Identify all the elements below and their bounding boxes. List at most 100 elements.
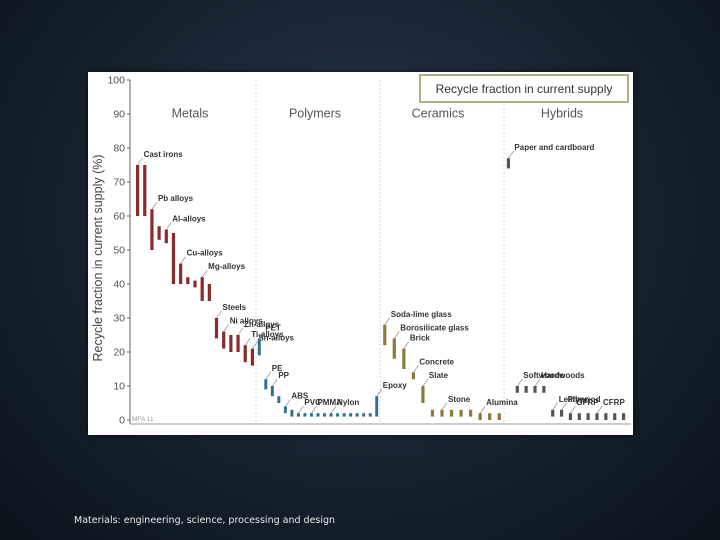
range-bar	[488, 413, 492, 420]
bar-label: Hardwoods	[541, 371, 585, 380]
range-bar	[316, 413, 320, 417]
range-bar	[586, 413, 590, 420]
leader-line	[223, 324, 229, 332]
leader-line	[265, 372, 272, 380]
range-bar	[179, 263, 183, 284]
range-bar	[542, 386, 546, 393]
leader-line	[517, 378, 523, 387]
bar-label: PVC	[304, 398, 321, 407]
bar-label: Steels	[223, 303, 247, 312]
range-bar	[207, 284, 211, 301]
range-bar	[604, 413, 608, 420]
leader-line	[201, 270, 208, 278]
leader-line	[534, 378, 541, 387]
bar-label: Borosilicate glass	[400, 323, 469, 332]
range-bar	[595, 413, 599, 420]
bar-label: Slate	[429, 371, 449, 380]
range-bar	[270, 386, 274, 397]
range-bar	[222, 331, 226, 349]
y-tick-label: 50	[113, 245, 125, 257]
bar-label: Alumina	[486, 398, 518, 407]
leader-line	[570, 406, 576, 414]
range-bar	[568, 413, 573, 420]
leader-line	[376, 389, 382, 397]
range-bar	[449, 409, 454, 417]
bar-label: Paper and cardboard	[514, 143, 594, 152]
range-bar	[342, 413, 346, 417]
bar-label: PMMA	[317, 398, 342, 407]
leader-line	[237, 327, 244, 336]
leader-line	[394, 331, 400, 339]
range-bar	[236, 335, 240, 352]
bar-label: PP	[278, 371, 289, 380]
range-bar	[150, 209, 154, 250]
bar-label: ABS	[291, 391, 309, 400]
y-tick-label: 0	[119, 415, 125, 427]
slide-footer: Materials: engineering, science, process…	[74, 515, 336, 526]
range-bar	[524, 386, 528, 393]
bar-label: Cast irons	[144, 150, 184, 159]
leader-line	[151, 202, 158, 210]
range-bar	[621, 413, 626, 420]
range-bar	[257, 338, 261, 356]
leader-line	[216, 310, 222, 319]
leader-line	[552, 402, 558, 410]
range-bar	[515, 386, 519, 393]
bar-label: Sn-alloys	[258, 334, 294, 343]
range-bar	[392, 338, 396, 359]
range-bar	[186, 277, 190, 284]
bar-label: Mg-alloys	[208, 262, 245, 271]
range-bar	[171, 233, 176, 284]
range-bar	[229, 335, 233, 352]
range-bar	[421, 386, 425, 403]
range-bar	[402, 348, 406, 369]
bar-label: Nylon	[337, 398, 359, 407]
range-bar	[200, 277, 204, 301]
range-bar	[277, 396, 281, 403]
group-label: Polymers	[289, 106, 341, 120]
y-tick-label: 80	[113, 143, 125, 155]
range-bar	[264, 379, 268, 390]
leader-line	[285, 399, 291, 407]
range-bar	[478, 413, 482, 420]
range-bar	[349, 413, 353, 417]
range-bar	[362, 413, 366, 417]
range-bar	[214, 318, 219, 339]
range-bar	[411, 372, 415, 380]
range-bar	[613, 413, 617, 420]
leader-line	[330, 406, 337, 414]
y-tick-label: 60	[113, 211, 125, 223]
range-bar	[303, 413, 307, 417]
range-bar	[551, 409, 555, 417]
range-bar	[355, 413, 359, 417]
bar-label: Pb alloys	[158, 194, 194, 203]
range-bar	[559, 409, 564, 417]
bar-label: GFRP	[576, 398, 599, 407]
range-bar	[383, 324, 387, 346]
leader-line	[259, 331, 265, 339]
range-bar	[375, 396, 379, 417]
bar-label: Plywood	[568, 395, 601, 404]
bar-label: Cu-alloys	[187, 249, 224, 258]
bar-label: Epoxy	[383, 381, 408, 390]
leader-line	[561, 402, 567, 410]
range-bar	[329, 413, 333, 417]
range-bar	[164, 229, 168, 244]
bar-label: PE	[272, 364, 283, 373]
y-tick-label: 90	[113, 109, 125, 121]
range-bar	[296, 413, 300, 417]
group-label: Ceramics	[412, 106, 465, 120]
leader-line	[413, 365, 419, 373]
chart-frame: 0 10 20 30 40 50 60 70 80 90 100 Recycle fraction i…	[88, 72, 633, 435]
range-bar	[193, 280, 197, 288]
group-label: Hybrids	[541, 106, 583, 120]
bar-label: CFRP	[603, 398, 625, 407]
bar-label: Stone	[448, 395, 471, 404]
leader-line	[311, 406, 317, 414]
bar-label: Brick	[410, 334, 431, 343]
leader-line	[508, 151, 514, 159]
range-bar	[143, 165, 147, 216]
y-tick-label: 70	[113, 177, 125, 189]
range-bar	[323, 413, 326, 417]
leader-line	[166, 222, 172, 230]
